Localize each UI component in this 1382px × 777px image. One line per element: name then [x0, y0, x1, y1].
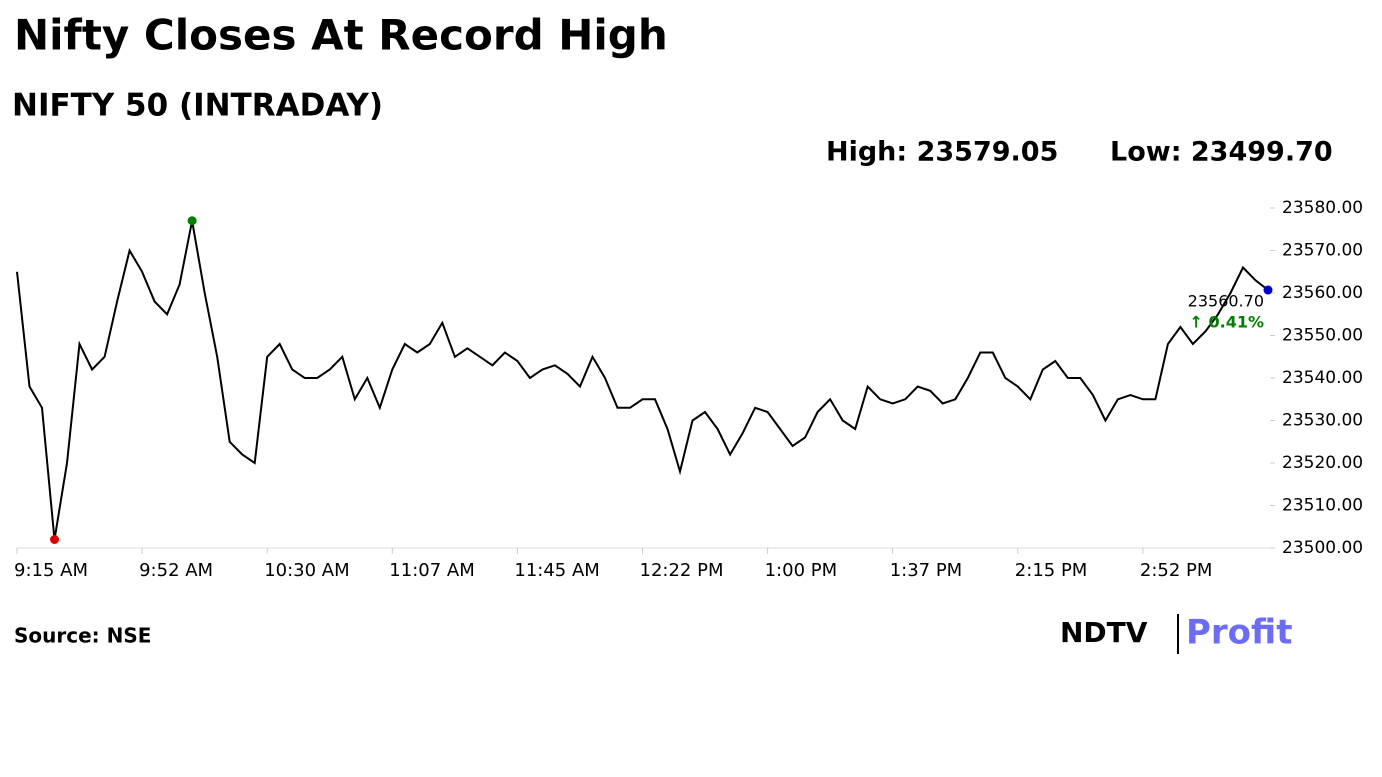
high-marker — [187, 216, 197, 226]
last-marker — [1263, 285, 1273, 295]
price-line — [16, 220, 1269, 540]
value-label: 23560.70 — [1188, 292, 1264, 311]
y-tick-label: 23570.00 — [1282, 241, 1363, 261]
y-tick-label: 23520.00 — [1282, 453, 1363, 473]
high-label: High: 23579.05 — [826, 137, 1058, 168]
y-tick-label: 23500.00 — [1282, 538, 1363, 558]
x-tick-label: 9:15 AM — [14, 560, 88, 581]
chart-title: Nifty Closes At Record High — [14, 11, 668, 60]
x-tick-label: 12:22 PM — [640, 560, 724, 581]
x-tick-label: 11:07 AM — [389, 560, 474, 581]
low-label: Low: 23499.70 — [1110, 137, 1333, 168]
y-tick-label: 23510.00 — [1282, 496, 1363, 516]
y-tick-label: 23550.00 — [1282, 326, 1363, 346]
brand-ndtv: NDTV — [1060, 616, 1148, 649]
x-tick-label: 11:45 AM — [514, 560, 599, 581]
x-tick-label: 2:52 PM — [1140, 560, 1213, 581]
x-tick-label: 1:00 PM — [765, 560, 838, 581]
y-tick-label: 23530.00 — [1282, 411, 1363, 431]
low-marker — [50, 535, 60, 544]
x-tick-label: 1:37 PM — [890, 560, 963, 581]
x-tick-label: 10:30 AM — [264, 560, 349, 581]
chart-subtitle: NIFTY 50 (INTRADAY) — [12, 88, 383, 124]
change-label: ↑ 0.41% — [1190, 313, 1264, 332]
y-tick-label: 23540.00 — [1282, 368, 1363, 388]
source: Source: NSE — [14, 624, 151, 648]
brand-profit: Profit — [1186, 613, 1293, 653]
y-tick-label: 23580.00 — [1282, 198, 1363, 218]
x-tick-label: 2:15 PM — [1015, 560, 1088, 581]
y-tick-label: 23560.00 — [1282, 283, 1363, 303]
x-tick-label: 9:52 AM — [139, 560, 213, 581]
